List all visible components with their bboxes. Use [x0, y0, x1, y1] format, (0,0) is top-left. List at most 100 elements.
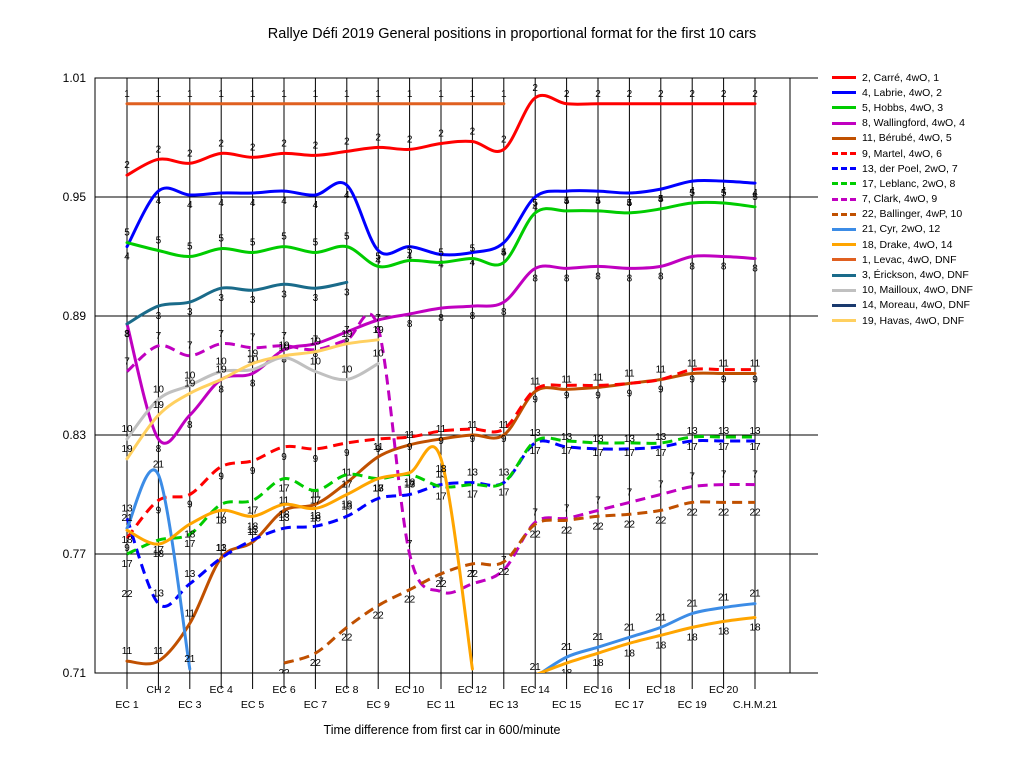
series-13-line: [125, 439, 755, 608]
series-10-point-label: 10: [216, 357, 228, 368]
series-4-point-label: 4: [250, 198, 256, 209]
series-4-point-label: 4: [124, 252, 130, 263]
series-17-point-label: 17: [655, 448, 667, 459]
series-11-point-label: 11: [593, 372, 604, 383]
series-9-point-label: 9: [407, 442, 413, 453]
series-3-point-label: 3: [124, 329, 130, 340]
series-1-point-label: 1: [344, 89, 350, 100]
legend-item: 18, Drake, 4wO, 14: [832, 237, 1017, 252]
series-13-point-label: 13: [121, 503, 133, 514]
legend-swatch: [832, 227, 856, 231]
series-18-point-label: 18: [373, 484, 385, 495]
series-13-point-label: 13: [373, 483, 385, 494]
series-5-point-label: 5: [281, 232, 287, 243]
series-5-point-label: 5: [532, 198, 538, 209]
legend-label: 8, Wallingford, 4wO, 4: [862, 117, 965, 130]
series-10-point-label: 10: [278, 343, 290, 354]
series-4-point-label: 4: [595, 196, 601, 207]
series-17-point-label: 17: [718, 442, 730, 453]
legend-swatch: [832, 319, 856, 323]
series-2-point-label: 2: [250, 142, 256, 153]
series-8-point-label: 8: [187, 420, 193, 431]
series-5-point-label: 5: [752, 192, 758, 203]
series-13-point-label: 13: [561, 432, 573, 443]
x-tick-label: CH 2: [146, 684, 170, 696]
series-13-point-label: 13: [592, 434, 604, 445]
series-4-point-label: 4: [375, 256, 381, 267]
series-1-point-label: 1: [407, 89, 413, 100]
series-11-point-label: 11: [656, 364, 667, 375]
series-8-point-label: 8: [313, 349, 319, 360]
series-22-point-label: 22: [655, 515, 667, 526]
series-1-point-label: 1: [470, 89, 476, 100]
legend-label: 1, Levac, 4wO, DNF: [862, 253, 957, 266]
series-17-point-label: 17: [435, 492, 447, 503]
series-11-point-label: 11: [247, 527, 258, 538]
series-2-point-label: 2: [281, 138, 287, 149]
legend-label: 21, Cyr, 2wO, 12: [862, 223, 941, 236]
legend-swatch: [832, 303, 856, 307]
series-7-point-label: 7: [627, 487, 633, 498]
series-13-point-label: 13: [184, 569, 196, 580]
series-11-point-label: 11: [122, 646, 133, 657]
series-21-point-label: 21: [184, 654, 196, 665]
chart-title: Rallye Défi 2019 General positions in pr…: [268, 26, 756, 42]
series-10-point-label: 10: [121, 424, 133, 435]
series-5-point-label: 5: [250, 238, 256, 249]
series-22-point-label: 22: [561, 525, 573, 536]
legend-item: 5, Hobbs, 4wO, 3: [832, 100, 1017, 115]
series-3: 3 3 3 3 3 3 3 3: [124, 280, 350, 340]
series-9: 9 9 9 9 9 9 9 9 9 9 9 9 9 9 9 9 9 9 9 9 9: [124, 367, 758, 554]
series-9-point-label: 9: [532, 394, 538, 405]
legend-item: 21, Cyr, 2wO, 12: [832, 222, 1017, 237]
series-10-point-label: 10: [310, 357, 322, 368]
series-5-point-label: 5: [218, 234, 224, 245]
series-7-point-label: 7: [595, 495, 601, 506]
series-17-point-label: 17: [561, 446, 573, 457]
series-18-point-label: 18: [247, 521, 259, 532]
series-13-point-label: 13: [341, 501, 353, 512]
series-18-point-label: 18: [404, 478, 416, 489]
series-22-point-label: 22: [592, 521, 604, 532]
series-5-point-label: 5: [689, 188, 695, 199]
series-21-line: [538, 602, 757, 673]
series-21-point-label: 21: [561, 642, 573, 653]
series-7-point-label: 7: [124, 357, 130, 368]
series-13-point-label: 13: [153, 589, 165, 600]
series-8-point-label: 8: [407, 319, 413, 330]
series-7-line: [125, 312, 756, 595]
series-13-point-label: 13: [498, 468, 510, 479]
series-8-point-label: 8: [752, 263, 758, 274]
series-9-point-label: 9: [627, 388, 633, 399]
series-7-point-label: 7: [721, 470, 727, 481]
series-2-point-label: 2: [721, 89, 727, 100]
series-22-point-label: 22: [404, 595, 416, 606]
series-2-point-label: 2: [438, 128, 444, 139]
series-7-point-label: 7: [313, 335, 319, 346]
series-3-point-label: 3: [187, 307, 193, 318]
series-2-point-label: 2: [344, 136, 350, 147]
series-5-point-label: 5: [501, 247, 507, 258]
series-8-point-label: 8: [281, 355, 287, 366]
series-5-point-label: 5: [470, 243, 476, 254]
series-4-point-label: 4: [218, 198, 224, 209]
series-10-point-label: 10: [247, 355, 259, 366]
series-11-point-label: 11: [467, 420, 478, 431]
series-17-point-label: 17: [592, 448, 604, 459]
series-2-point-label: 2: [313, 140, 319, 151]
y-tick-label: 0.89: [63, 309, 87, 323]
series-2-point-label: 2: [218, 138, 224, 149]
series-4-point-label: 4: [407, 252, 413, 263]
series-17-point-label: 17: [247, 505, 259, 516]
series-4-point-label: 4: [752, 188, 758, 199]
series-13-point-label: 13: [216, 543, 228, 554]
series-7-point-label: 7: [156, 331, 162, 342]
series-8-point-label: 8: [470, 311, 476, 322]
series-22-point-label: 22: [435, 579, 447, 590]
legend-label: 19, Havas, 4wO, DNF: [862, 314, 965, 327]
x-tick-label: EC 7: [304, 699, 328, 711]
x-axis-labels: EC 1 CH 2 EC 3 EC 4 EC 5 EC 6 EC 7 EC 8 EC 9 EC 1…: [115, 684, 777, 711]
x-tick-label: EC 13: [489, 699, 518, 711]
series-7-point-label: 7: [281, 331, 287, 342]
series-9-point-label: 9: [375, 444, 381, 455]
